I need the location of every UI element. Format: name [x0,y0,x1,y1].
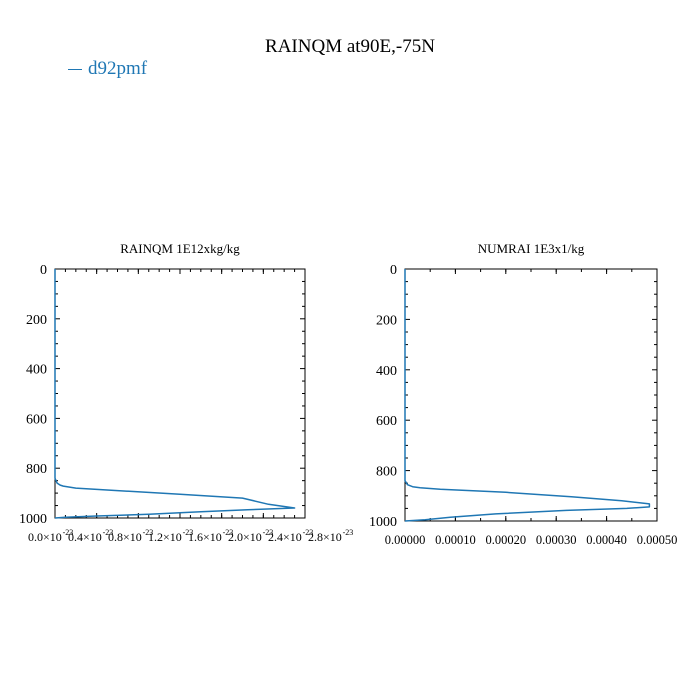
x-tick-label: 0.00050 [637,533,678,547]
y-tick-label: 800 [26,462,47,477]
series-line-d92pmf [404,269,651,522]
x-tick-label: 1.2×10 [148,530,182,544]
chart-title: NUMRAI 1E3x1/kg [478,241,585,256]
figure-title: RAINQM at90E,-75N [265,36,435,57]
x-tick-exponent: -23 [303,528,314,537]
x-tick-label: 0.4×10 [68,530,102,544]
x-tick-label: 0.8×10 [108,530,142,544]
x-tick-label: 2.8×10 [308,530,342,544]
legend-label: d92pmf [88,58,148,79]
y-tick-label: 0 [390,263,397,278]
x-tick-label: 0.00010 [435,533,476,547]
y-tick-label: 0 [40,263,47,278]
x-tick-label: 0.00020 [485,533,526,547]
x-tick-exponent: -23 [183,528,194,537]
series-line-d92pmf [54,269,296,519]
y-tick-label: 1000 [369,515,397,530]
y-tick-label: 600 [376,414,397,429]
x-tick-label: 0.00040 [586,533,627,547]
chart-title: RAINQM 1E12xkg/kg [120,241,240,256]
x-tick-label: 0.0×10 [28,530,62,544]
y-tick-label: 600 [26,412,47,427]
y-tick-label: 400 [26,363,47,378]
x-tick-label: 2.0×10 [228,530,262,544]
x-tick-label: 2.4×10 [268,530,302,544]
x-tick-exponent: -23 [343,528,354,537]
x-tick-label: 0.00000 [385,533,426,547]
y-tick-label: 400 [376,364,397,379]
x-tick-exponent: -23 [263,528,274,537]
y-tick-label: 1000 [19,512,47,527]
chart-panel-1: RAINQM 1E12xkg/kg 0 200 400 600 800 1000 0.0×10… [19,241,353,544]
y-tick-label: 800 [376,465,397,480]
plot-frame [404,268,658,522]
chart-panel-2: NUMRAI 1E3x1/kg 0 200 400 600 800 1000 0.00000 0… [369,241,677,547]
y-tick-label: 200 [26,313,47,328]
legend: d92pmf [68,58,147,80]
plot-frame [54,268,306,519]
x-tick-exponent: -23 [223,528,234,537]
y-tick-label: 200 [376,313,397,328]
x-tick-exponent: -23 [63,528,74,537]
x-tick-label: 0.00030 [536,533,577,547]
x-tick-exponent: -23 [143,528,154,537]
x-tick-label: 1.6×10 [188,530,222,544]
x-tick-exponent: -23 [103,528,114,537]
legend-line-swatch [68,68,82,70]
